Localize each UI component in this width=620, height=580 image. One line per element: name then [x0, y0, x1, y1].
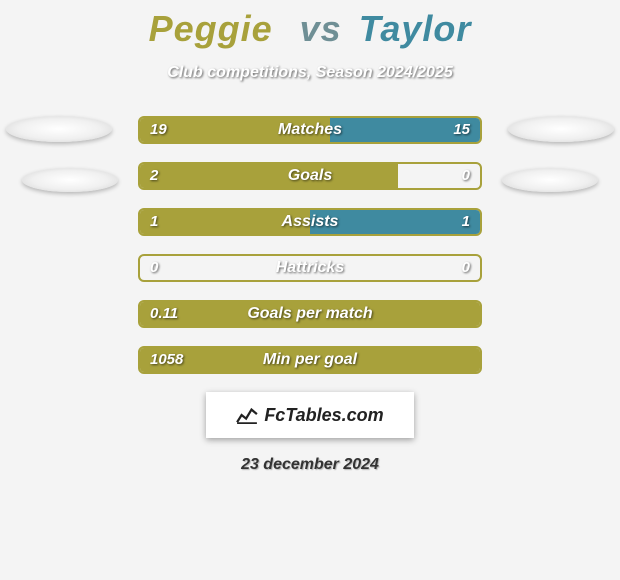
stat-fill-player1: [140, 348, 480, 372]
player2-badge-placeholder: [502, 168, 598, 192]
stat-row: Goals per match0.11: [138, 300, 482, 328]
stat-value-player2: 0: [462, 256, 470, 280]
player2-photo-placeholder: [508, 116, 614, 142]
stat-row: Goals20: [138, 162, 482, 190]
stat-row: Min per goal1058: [138, 346, 482, 374]
stat-fill-player1: [140, 164, 398, 188]
stats-area: Matches1915Goals20Assists11Hattricks00Go…: [0, 116, 620, 474]
brand-text: FcTables.com: [264, 405, 383, 426]
stat-fill-player1: [140, 118, 330, 142]
stat-row: Assists11: [138, 208, 482, 236]
stat-row: Matches1915: [138, 116, 482, 144]
title-player2: Taylor: [359, 8, 472, 49]
player1-photo-placeholder: [6, 116, 112, 142]
date-text: 23 december 2024: [0, 456, 620, 474]
stat-fill-player1: [140, 302, 480, 326]
stat-fill-player2: [310, 210, 480, 234]
stat-value-player2: 0: [462, 164, 470, 188]
subtitle: Club competitions, Season 2024/2025: [0, 64, 620, 82]
stat-row: Hattricks0 0: [138, 254, 482, 282]
title-player1: Peggie: [149, 8, 273, 49]
player1-badge-placeholder: [22, 168, 118, 192]
stat-rows: Matches1915Goals20Assists11Hattricks00Go…: [0, 116, 620, 374]
brand-logo-icon: [236, 406, 258, 424]
brand-box[interactable]: FcTables.com: [206, 392, 414, 438]
stat-value-player1: 0: [150, 256, 158, 280]
stat-fill-player1: [140, 210, 310, 234]
stat-fill-player2: [330, 118, 480, 142]
stat-label: Hattricks: [140, 256, 480, 280]
comparison-card: Peggie vs Taylor Club competitions, Seas…: [0, 0, 620, 580]
page-title: Peggie vs Taylor: [0, 0, 620, 50]
title-vs: vs: [300, 8, 342, 49]
